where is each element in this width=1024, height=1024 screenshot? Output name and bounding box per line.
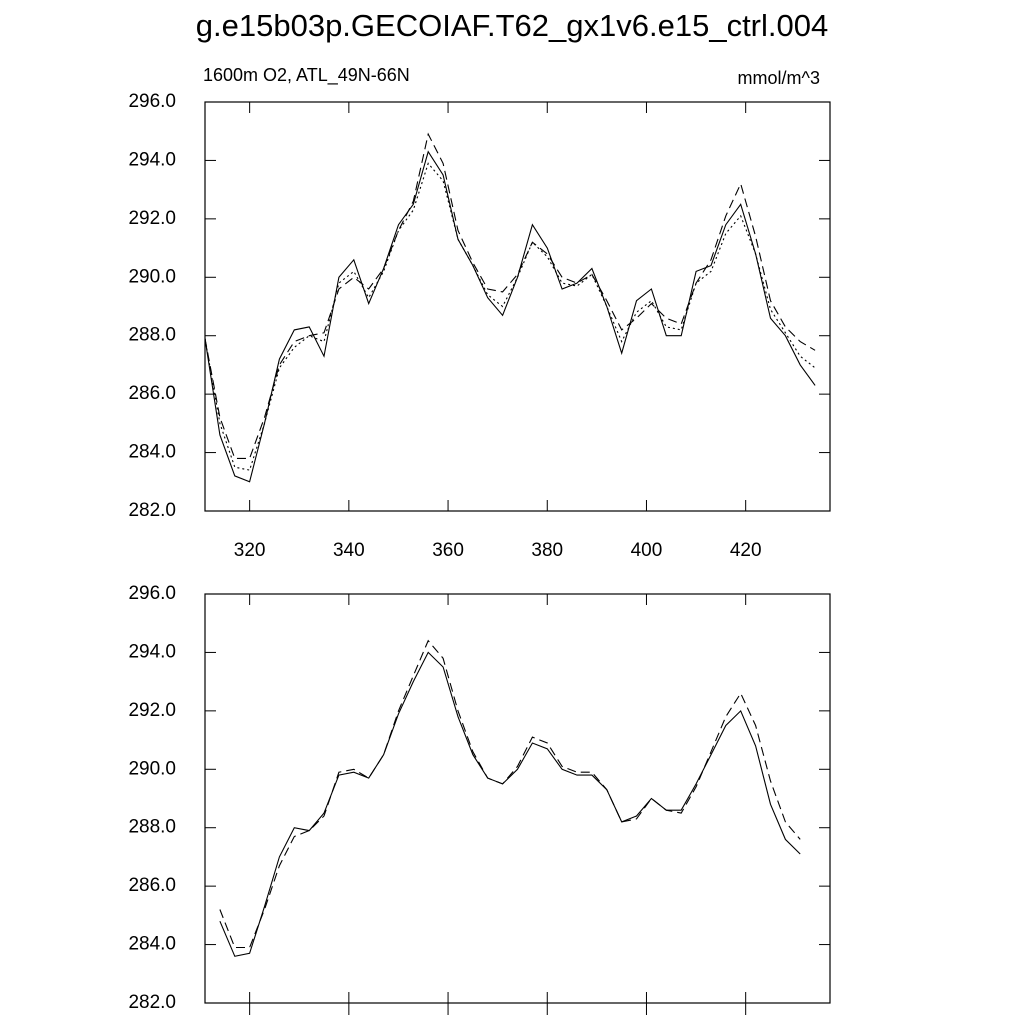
subtitle: 1600m O2, ATL_49N-66N bbox=[203, 65, 410, 86]
y-tick-label: 286.0 bbox=[128, 383, 176, 404]
series-line bbox=[204, 150, 816, 483]
x-tick-label: 420 bbox=[730, 540, 762, 561]
plot-frame bbox=[204, 101, 831, 512]
y-tick-label: 296.0 bbox=[128, 91, 176, 112]
x-tick-label: 340 bbox=[333, 540, 365, 561]
y-tick-label: 290.0 bbox=[128, 758, 176, 779]
y-tick-label: 282.0 bbox=[128, 992, 176, 1013]
units: mmol/m^3 bbox=[738, 68, 820, 88]
series-line bbox=[204, 132, 816, 459]
y-tick-label: 294.0 bbox=[128, 149, 176, 170]
y-tick-label: 288.0 bbox=[128, 817, 176, 838]
chart-title: g.e15b03p.GECOIAF.T62_gx1v6.e15_ctrl.004 bbox=[196, 8, 828, 43]
y-tick-label: 288.0 bbox=[128, 325, 176, 346]
x-tick-label: 360 bbox=[432, 540, 464, 561]
x-tick-label: 380 bbox=[531, 540, 563, 561]
y-tick-label: 290.0 bbox=[128, 266, 176, 287]
y-tick-label: 296.0 bbox=[128, 583, 176, 604]
series-line bbox=[219, 651, 801, 957]
y-tick-label: 286.0 bbox=[128, 875, 176, 896]
series-line bbox=[219, 639, 801, 949]
series-line bbox=[204, 162, 816, 471]
x-tick-label: 400 bbox=[631, 540, 663, 561]
y-tick-label: 292.0 bbox=[128, 208, 176, 229]
x-tick-label: 320 bbox=[234, 540, 266, 561]
y-tick-label: 292.0 bbox=[128, 700, 176, 721]
y-tick-label: 282.0 bbox=[128, 500, 176, 521]
y-tick-label: 294.0 bbox=[128, 641, 176, 662]
plot-frame bbox=[204, 593, 831, 1004]
y-tick-label: 284.0 bbox=[128, 934, 176, 955]
y-tick-label: 284.0 bbox=[128, 442, 176, 463]
